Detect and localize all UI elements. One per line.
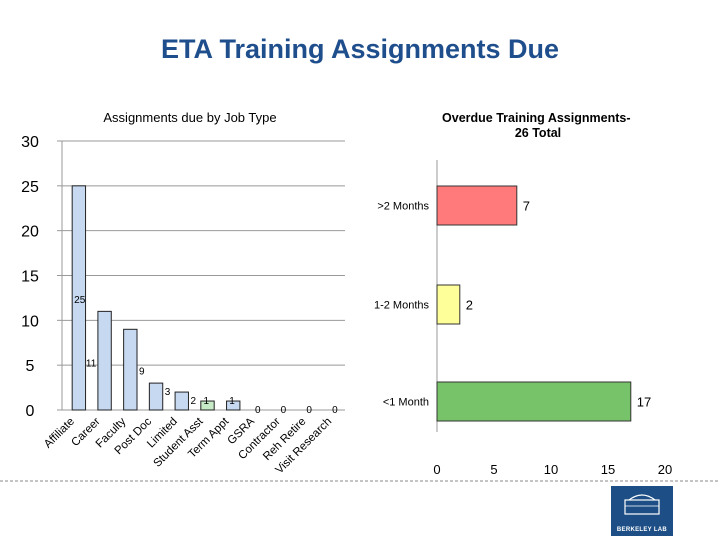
left-y-tick-label: 15 xyxy=(21,269,39,286)
left-bar-limited xyxy=(174,391,189,411)
berkeley-lab-logo: BERKELEY LAB xyxy=(611,486,673,536)
right-chart-title-line2: 26 Total xyxy=(515,126,561,140)
right-data-label: 2 xyxy=(466,298,473,313)
left-bars xyxy=(71,185,241,411)
left-data-label: 3 xyxy=(165,387,171,398)
left-y-tick-label: 20 xyxy=(21,224,39,241)
right-chart: Overdue Training Assignments- 26 Total >… xyxy=(374,111,672,477)
left-bar-faculty xyxy=(123,328,138,411)
left-y-tick-labels: 0 5 10 15 20 25 30 xyxy=(21,134,39,420)
right-category-label: >2 Months xyxy=(377,201,429,213)
left-y-tick-label: 5 xyxy=(26,358,35,375)
right-x-tick-label: 5 xyxy=(490,462,497,477)
building-icon xyxy=(624,494,660,515)
left-chart: Assignments due by Job Type 051015202530… xyxy=(21,110,345,476)
left-data-label: 2 xyxy=(190,396,196,407)
right-category-label: <1 Month xyxy=(383,397,429,409)
right-bar-0 xyxy=(436,185,518,226)
logo-label: BERKELEY LAB xyxy=(616,527,668,533)
left-bar-post-doc xyxy=(148,382,164,411)
left-data-label: 1 xyxy=(204,396,210,407)
left-data-label: 1 xyxy=(229,396,235,407)
left-data-label: 11 xyxy=(86,358,97,369)
left-y-tick-label: 25 xyxy=(21,179,39,196)
left-bar-student-asst xyxy=(200,400,215,411)
right-data-labels: 7 2 17 xyxy=(466,199,651,410)
left-y-tick-label: 0 xyxy=(26,403,35,420)
right-bars xyxy=(436,160,632,432)
right-chart-title: Overdue Training Assignments- 26 Total xyxy=(442,111,634,140)
right-bar-2 xyxy=(436,381,632,422)
right-category-label: 1-2 Months xyxy=(374,300,430,312)
right-data-label: 17 xyxy=(637,395,651,410)
right-bar-1 xyxy=(436,284,461,325)
left-data-label: 0 xyxy=(255,405,261,416)
left-data-label: 25 xyxy=(74,295,86,306)
right-x-tick-label: 10 xyxy=(544,462,558,477)
left-chart-title: Assignments due by Job Type xyxy=(103,110,276,125)
right-x-tick-label: 15 xyxy=(601,462,615,477)
left-y-tick-label: 30 xyxy=(21,134,39,151)
right-x-tick-labels: 0 5 10 15 20 xyxy=(433,462,672,477)
slide-title: ETA Training Assignments Due xyxy=(160,34,560,64)
right-data-label: 7 xyxy=(523,199,530,214)
left-y-tick-label: 10 xyxy=(21,313,39,330)
left-bar-affiliate xyxy=(71,185,87,411)
left-data-label: 0 xyxy=(332,405,338,416)
left-data-label: 9 xyxy=(139,366,145,377)
left-bar-term-appt xyxy=(226,400,241,411)
left-data-label: 0 xyxy=(281,405,287,416)
right-x-tick-label: 0 xyxy=(433,462,440,477)
right-chart-title-line1: Overdue Training Assignments- xyxy=(442,111,630,125)
left-data-label: 0 xyxy=(306,405,312,416)
right-category-labels: >2 Months 1-2 Months <1 Month xyxy=(374,201,430,409)
left-bar-career xyxy=(97,310,112,411)
left-x-tick-label: Affiliate xyxy=(42,416,77,451)
right-x-tick-label: 20 xyxy=(658,462,672,477)
